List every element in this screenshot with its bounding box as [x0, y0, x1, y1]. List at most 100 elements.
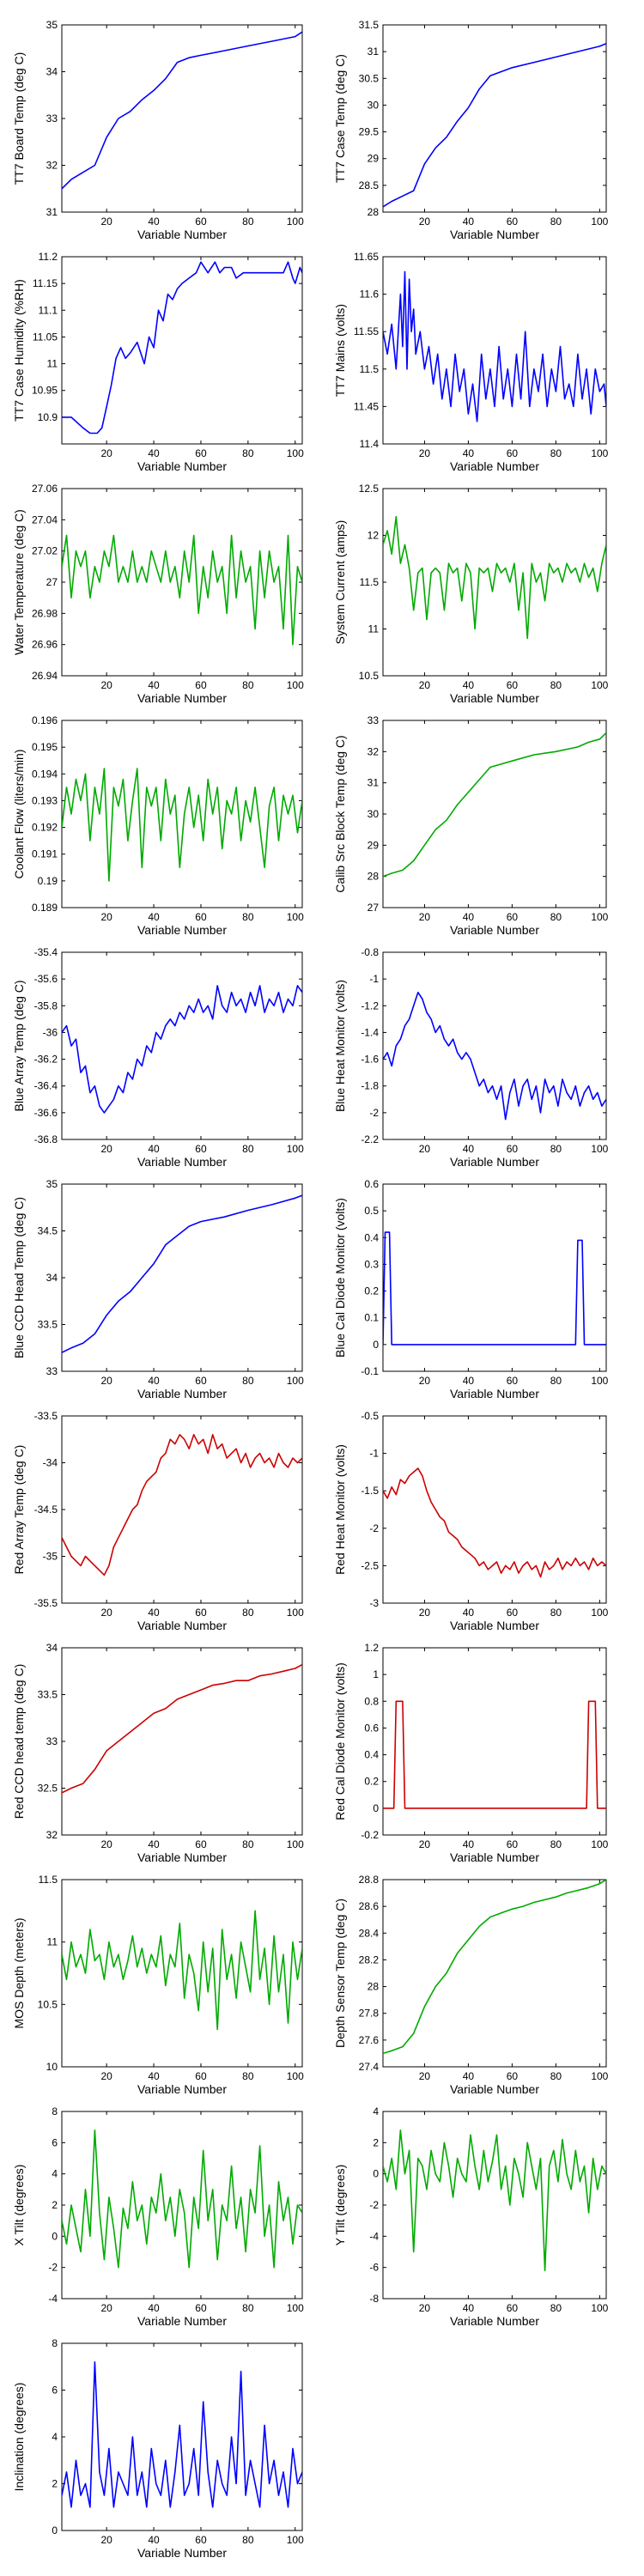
- y-tick-label: -1.4: [361, 1026, 379, 1038]
- x-axis-label: Variable Number: [137, 1155, 227, 1169]
- x-tick-label: 80: [242, 2534, 254, 2546]
- x-tick-label: 80: [242, 2302, 254, 2314]
- x-tick-label: 100: [591, 2070, 608, 2082]
- x-axis-label: Variable Number: [450, 923, 539, 937]
- x-axis-label: Variable Number: [450, 1387, 539, 1400]
- y-tick-label: -0.2: [361, 1829, 379, 1841]
- x-tick-label: 20: [100, 216, 112, 228]
- y-tick-label: -2: [369, 1107, 379, 1119]
- x-tick-label: 20: [100, 1838, 112, 1850]
- y-tick-label: 29: [368, 153, 380, 165]
- y-axis-label: Blue Cal Diode Monitor (volts): [333, 1198, 347, 1358]
- y-tick-label: 4: [52, 2168, 58, 2180]
- y-tick-label: 10.9: [38, 411, 58, 423]
- y-tick-label: 11.15: [33, 277, 58, 289]
- y-tick-label: 35: [46, 19, 58, 31]
- x-tick-label: 60: [195, 679, 207, 691]
- chart-panel-11: 20 40 60 80 100 33 33.5 34 34.5 35 Variable Number…: [12, 1178, 304, 1400]
- y-tick-label: 4: [373, 2105, 379, 2117]
- x-tick-label: 40: [148, 1143, 160, 1155]
- y-tick-label: 30: [368, 99, 380, 111]
- y-tick-label: -36.8: [34, 1133, 58, 1145]
- y-tick-label: -36.2: [34, 1054, 58, 1066]
- y-tick-label: 34.5: [38, 1225, 58, 1237]
- x-tick-label: 20: [100, 679, 112, 691]
- x-tick-label: 60: [507, 2070, 519, 2082]
- y-axis-label: MOS Depth (meters): [12, 1917, 26, 2028]
- series-line: [62, 985, 302, 1114]
- y-tick-label: 11: [47, 1936, 58, 1948]
- series-line: [62, 534, 302, 646]
- x-tick-label: 40: [463, 2070, 475, 2082]
- y-tick-label: 30.5: [359, 72, 380, 84]
- y-tick-label: 6: [52, 2136, 58, 2148]
- y-axis-label: Red Heat Monitor (volts): [333, 1444, 347, 1575]
- x-tick-label: 100: [287, 679, 304, 691]
- x-tick-label: 20: [419, 911, 431, 923]
- y-tick-label: 27: [46, 576, 58, 588]
- x-tick-label: 100: [287, 911, 304, 923]
- y-tick-label: 0.194: [32, 768, 58, 780]
- chart-panel-5: 20 40 60 80 100 26.94 26.96 26.98 27 27.02 27.04 27…: [12, 483, 304, 705]
- plot-frame: [61, 2111, 303, 2300]
- x-tick-label: 80: [550, 1607, 562, 1619]
- y-tick-label: 0.2: [364, 1285, 379, 1297]
- plot-frame: [382, 1183, 607, 1372]
- y-tick-label: 27.04: [32, 513, 58, 526]
- y-tick-label: 27.06: [32, 483, 58, 495]
- x-tick-label: 40: [463, 1607, 475, 1619]
- x-tick-label: 60: [507, 911, 519, 923]
- y-tick-label: 0: [373, 1339, 379, 1351]
- plot-frame: [382, 1647, 607, 1836]
- y-tick-label: 33: [368, 714, 380, 726]
- y-tick-label: 28: [368, 1981, 380, 1993]
- x-axis-label: Variable Number: [450, 1619, 539, 1632]
- y-tick-label: -0.1: [361, 1365, 379, 1377]
- y-tick-label: -3: [369, 1597, 379, 1609]
- x-tick-label: 40: [463, 2302, 475, 2314]
- y-tick-label: 27.02: [32, 545, 58, 557]
- y-tick-label: 34: [46, 1642, 58, 1654]
- y-tick-label: 26.98: [32, 607, 58, 619]
- chart-panel-7: 20 40 60 80 100 0.189 0.19 0.191 0.192 0.193 0.194…: [12, 714, 304, 937]
- y-tick-label: -8: [369, 2293, 379, 2305]
- y-axis-label: Red Cal Diode Monitor (volts): [333, 1662, 347, 1820]
- x-axis-label: Variable Number: [137, 923, 227, 937]
- y-axis-label: Water Temperature (deg C): [12, 509, 26, 655]
- plot-frame: [382, 951, 607, 1140]
- x-tick-label: 40: [463, 216, 475, 228]
- y-tick-label: 11.65: [354, 251, 379, 263]
- y-tick-label: 12.5: [359, 483, 380, 495]
- x-tick-label: 60: [507, 2302, 519, 2314]
- y-axis-label: Blue CCD Head Temp (deg C): [12, 1197, 26, 1358]
- y-tick-label: 0.195: [32, 741, 58, 753]
- y-tick-label: 0: [52, 2524, 58, 2537]
- y-tick-label: 1.2: [364, 1642, 379, 1654]
- x-tick-label: 40: [148, 2070, 160, 2082]
- x-axis-label: Variable Number: [450, 1155, 539, 1169]
- x-tick-label: 80: [550, 2302, 562, 2314]
- y-tick-label: 11.55: [354, 325, 379, 337]
- y-tick-label: 33.5: [38, 1689, 58, 1701]
- x-tick-label: 40: [463, 1143, 475, 1155]
- y-tick-label: 28: [368, 871, 380, 883]
- y-tick-label: -34: [43, 1457, 58, 1469]
- plot-frame: [382, 256, 607, 445]
- y-tick-label: -33.5: [34, 1410, 58, 1422]
- x-tick-label: 60: [195, 1607, 207, 1619]
- y-tick-label: 10.95: [32, 385, 58, 397]
- series-line: [62, 1434, 302, 1577]
- x-tick-label: 40: [148, 447, 160, 459]
- y-tick-label: 4: [52, 2431, 58, 2443]
- y-tick-label: -36: [43, 1026, 58, 1038]
- y-tick-label: 27.6: [359, 2034, 380, 2046]
- x-tick-label: 40: [148, 679, 160, 691]
- y-tick-label: 28.2: [359, 1953, 380, 1965]
- x-axis-label: Variable Number: [137, 2082, 227, 2096]
- x-tick-label: 60: [195, 2302, 207, 2314]
- x-tick-label: 60: [195, 216, 207, 228]
- x-tick-label: 60: [507, 216, 519, 228]
- y-tick-label: -35.5: [34, 1597, 58, 1609]
- y-tick-label: -36.6: [34, 1107, 58, 1119]
